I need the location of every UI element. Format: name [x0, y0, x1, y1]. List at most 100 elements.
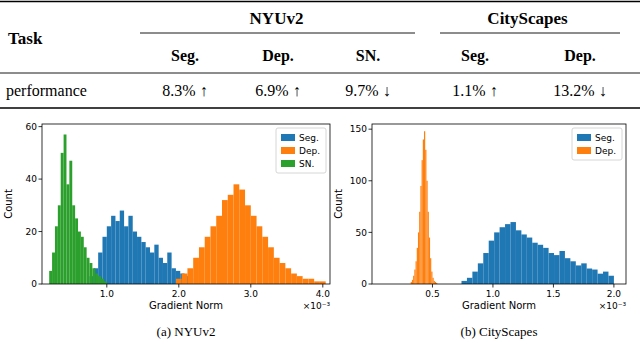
y-tick-label: 150	[350, 124, 367, 134]
table-column-header: Seg.	[171, 47, 199, 65]
y-tick	[39, 126, 43, 127]
histogram-bar	[72, 205, 75, 284]
x-tick	[553, 284, 554, 288]
x-axis-label: Gradient Norm	[149, 300, 223, 311]
histogram-bar	[128, 216, 132, 284]
x-tick-label: 4.0	[316, 289, 331, 299]
chart-caption: (a) NYUv2	[157, 324, 216, 339]
histogram-bar	[521, 234, 526, 284]
axes-frame	[372, 124, 626, 284]
histogram-bar	[416, 261, 417, 284]
histogram-bar	[137, 237, 141, 284]
histogram-bar	[422, 160, 423, 284]
histogram-bar	[516, 230, 521, 284]
histogram-bar	[176, 279, 182, 284]
histogram-bar	[58, 205, 61, 284]
x-tick	[432, 284, 433, 288]
histogram-bar	[505, 224, 510, 284]
table-cell: 1.1% ↑	[452, 82, 497, 99]
histogram-bar	[78, 232, 81, 284]
histogram-bar	[554, 255, 559, 284]
histogram-bar	[167, 253, 171, 284]
table-rule	[0, 73, 640, 74]
legend-label: Dep.	[299, 146, 320, 156]
histogram-bar	[239, 190, 245, 284]
legend-label: Dep.	[595, 146, 616, 156]
histogram-bar	[124, 226, 128, 284]
histogram-bar	[417, 248, 418, 284]
histogram-bar	[234, 184, 240, 284]
histogram-bar	[428, 212, 429, 284]
histogram-bar	[308, 279, 314, 284]
x-tick-label: 3.0	[244, 289, 259, 299]
histogram-bar	[154, 245, 158, 284]
histogram-bar	[245, 205, 251, 284]
histogram-bar	[559, 251, 564, 284]
histogram-bar	[423, 139, 424, 284]
histogram-bar	[120, 211, 124, 284]
histogram-bar	[216, 216, 222, 284]
histogram-bar	[87, 258, 90, 284]
histogram-bar	[598, 274, 603, 284]
histogram-bar	[163, 263, 167, 284]
histogram-bar	[570, 261, 575, 284]
histogram-bar	[527, 238, 532, 284]
table-group-header: CityScapes	[487, 9, 568, 28]
table-rule	[440, 33, 620, 34]
table-column-header: Seg.	[461, 47, 489, 65]
table-cell: 13.2% ↓	[553, 82, 606, 99]
y-tick	[39, 284, 43, 285]
histogram-bar	[133, 232, 137, 284]
histogram-bar	[150, 253, 154, 284]
histogram-bar	[483, 253, 488, 284]
legend-label: Seg.	[595, 133, 615, 143]
histogram-bar	[141, 242, 145, 284]
histogram-bar	[429, 238, 430, 284]
histogram-bar	[98, 276, 101, 284]
histogram-bar	[291, 274, 297, 284]
table-rule	[140, 33, 415, 34]
axis-offset-text: ×10⁻³	[303, 301, 331, 311]
x-tick	[178, 284, 179, 288]
table-rule	[0, 107, 640, 109]
y-axis-label: Count	[3, 189, 14, 219]
y-tick-label: 60	[26, 122, 38, 132]
y-tick	[369, 284, 373, 285]
x-tick	[106, 284, 107, 288]
histogram-bar	[587, 269, 592, 284]
histogram-bar	[75, 218, 78, 284]
histogram-bar	[55, 226, 58, 284]
legend-swatch	[577, 134, 591, 141]
legend-label: SN.	[299, 159, 314, 169]
histogram-bar	[172, 268, 176, 284]
histogram-bar	[494, 232, 499, 284]
x-tick-label: 1.0	[486, 289, 501, 299]
histogram-bar	[581, 263, 586, 284]
histogram-bar	[430, 258, 431, 284]
histogram-bar	[538, 245, 543, 284]
histogram-bar	[413, 276, 414, 284]
table-rule	[0, 1, 640, 3]
histogram-bar	[426, 181, 427, 284]
y-tick-label: 0	[361, 279, 367, 289]
histogram-bar	[257, 226, 263, 284]
legend: Seg.Dep.SN.	[276, 128, 326, 173]
y-tick-label: 40	[26, 174, 38, 184]
histogram-bar	[431, 272, 432, 284]
histogram-bar	[262, 237, 268, 284]
y-tick-label: 50	[356, 228, 368, 238]
table: TaskNYUv2Seg.Dep.SN.CityScapesSeg.Dep.pe…	[0, 2, 640, 109]
histogram-bar	[107, 226, 111, 284]
chart: 1.02.03.04.00204060Gradient NormCount×10…	[3, 122, 330, 339]
histogram-bar	[500, 227, 505, 284]
x-tick-label: 1.0	[100, 289, 115, 299]
histogram-bar	[159, 258, 163, 284]
table-column-header: SN.	[356, 47, 380, 64]
histogram-bar	[251, 216, 257, 284]
histogram-bar	[489, 241, 494, 284]
histogram-bar	[549, 253, 554, 284]
histogram-bar	[90, 263, 93, 284]
histogram-bar	[608, 276, 613, 284]
histogram-bar	[412, 280, 413, 284]
histogram-bar	[66, 184, 69, 284]
